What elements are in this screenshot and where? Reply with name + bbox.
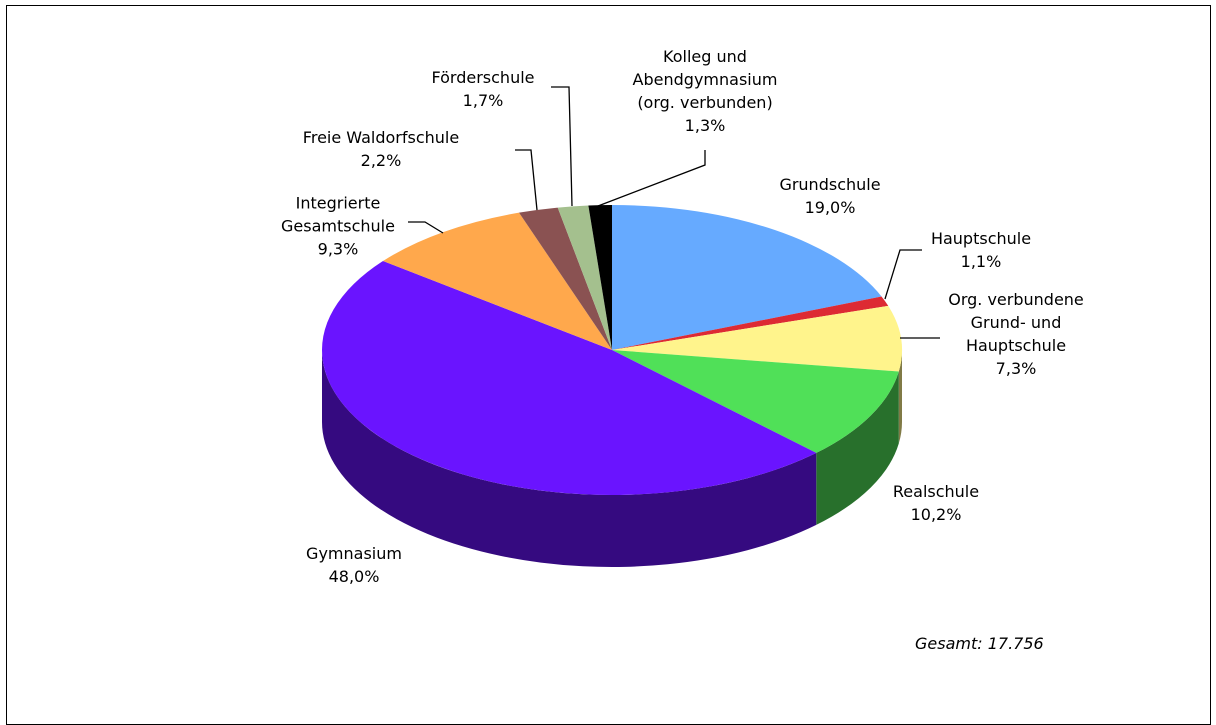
chart (321, 86, 940, 567)
category-label: Realschule (892, 482, 980, 501)
slice (612, 350, 899, 453)
value-label: 9,3% (317, 239, 359, 259)
slice (612, 205, 882, 350)
slice-label: Grundschule 19,0% (779, 173, 880, 219)
value-label: 1,3% (684, 116, 726, 135)
category-label: Hauptschule (930, 229, 1032, 248)
leader-line (408, 221, 444, 234)
slice (612, 305, 902, 372)
leader-line (597, 150, 706, 207)
page: Gesamt: 17.756 (() => { const data = JSO… (6, 5, 1211, 725)
value-label: 1,1% (960, 252, 1002, 271)
value-label: 10,2% (910, 505, 962, 524)
leader-line (551, 86, 573, 207)
slice (588, 205, 612, 350)
slice-label: Freie Waldorfschule 2,2% (303, 126, 459, 172)
leader-line (884, 249, 922, 300)
slice-label: Gymnasium 48,0% (306, 542, 402, 588)
slice (612, 296, 889, 350)
slice-label: Hauptschule 1,1% (931, 227, 1031, 273)
category-label: Kolleg und Abendgymnasium (org. verbunde… (632, 47, 778, 112)
value-label: 7,3% (995, 359, 1037, 378)
slice-label: Integrierte Gesamtschule 9,3% (281, 192, 395, 261)
category-label: Org. verbundene Grund- und Hauptschule (948, 290, 1084, 355)
category-label: Freie Waldorfschule (302, 128, 460, 147)
slice-side (816, 371, 899, 525)
value-label: 19,0% (804, 198, 856, 217)
annotation: Gesamt: 17.756 (915, 634, 1044, 653)
slice-side (898, 350, 902, 444)
slice-side (321, 350, 817, 567)
leader-line (515, 149, 538, 211)
slice (383, 212, 612, 350)
category-label: Förderschule (431, 68, 535, 87)
value-label: 48,0% (328, 567, 380, 586)
value-label: 2,2% (360, 151, 402, 170)
category-label: Integrierte Gesamtschule (281, 193, 395, 236)
slice-label: Kolleg und Abendgymnasium (org. verbunde… (633, 45, 778, 137)
category-label: Grundschule (779, 175, 881, 194)
slice-label: Org. verbundene Grund- und Hauptschule 7,… (948, 288, 1084, 380)
slice-label: Realschule 10,2% (893, 480, 979, 526)
slice (519, 207, 612, 350)
slice (557, 205, 612, 350)
slice-label: Förderschule 1,7% (432, 66, 535, 112)
slice (321, 261, 817, 496)
value-label: 1,7% (462, 91, 504, 110)
category-label: Gymnasium (306, 544, 402, 563)
